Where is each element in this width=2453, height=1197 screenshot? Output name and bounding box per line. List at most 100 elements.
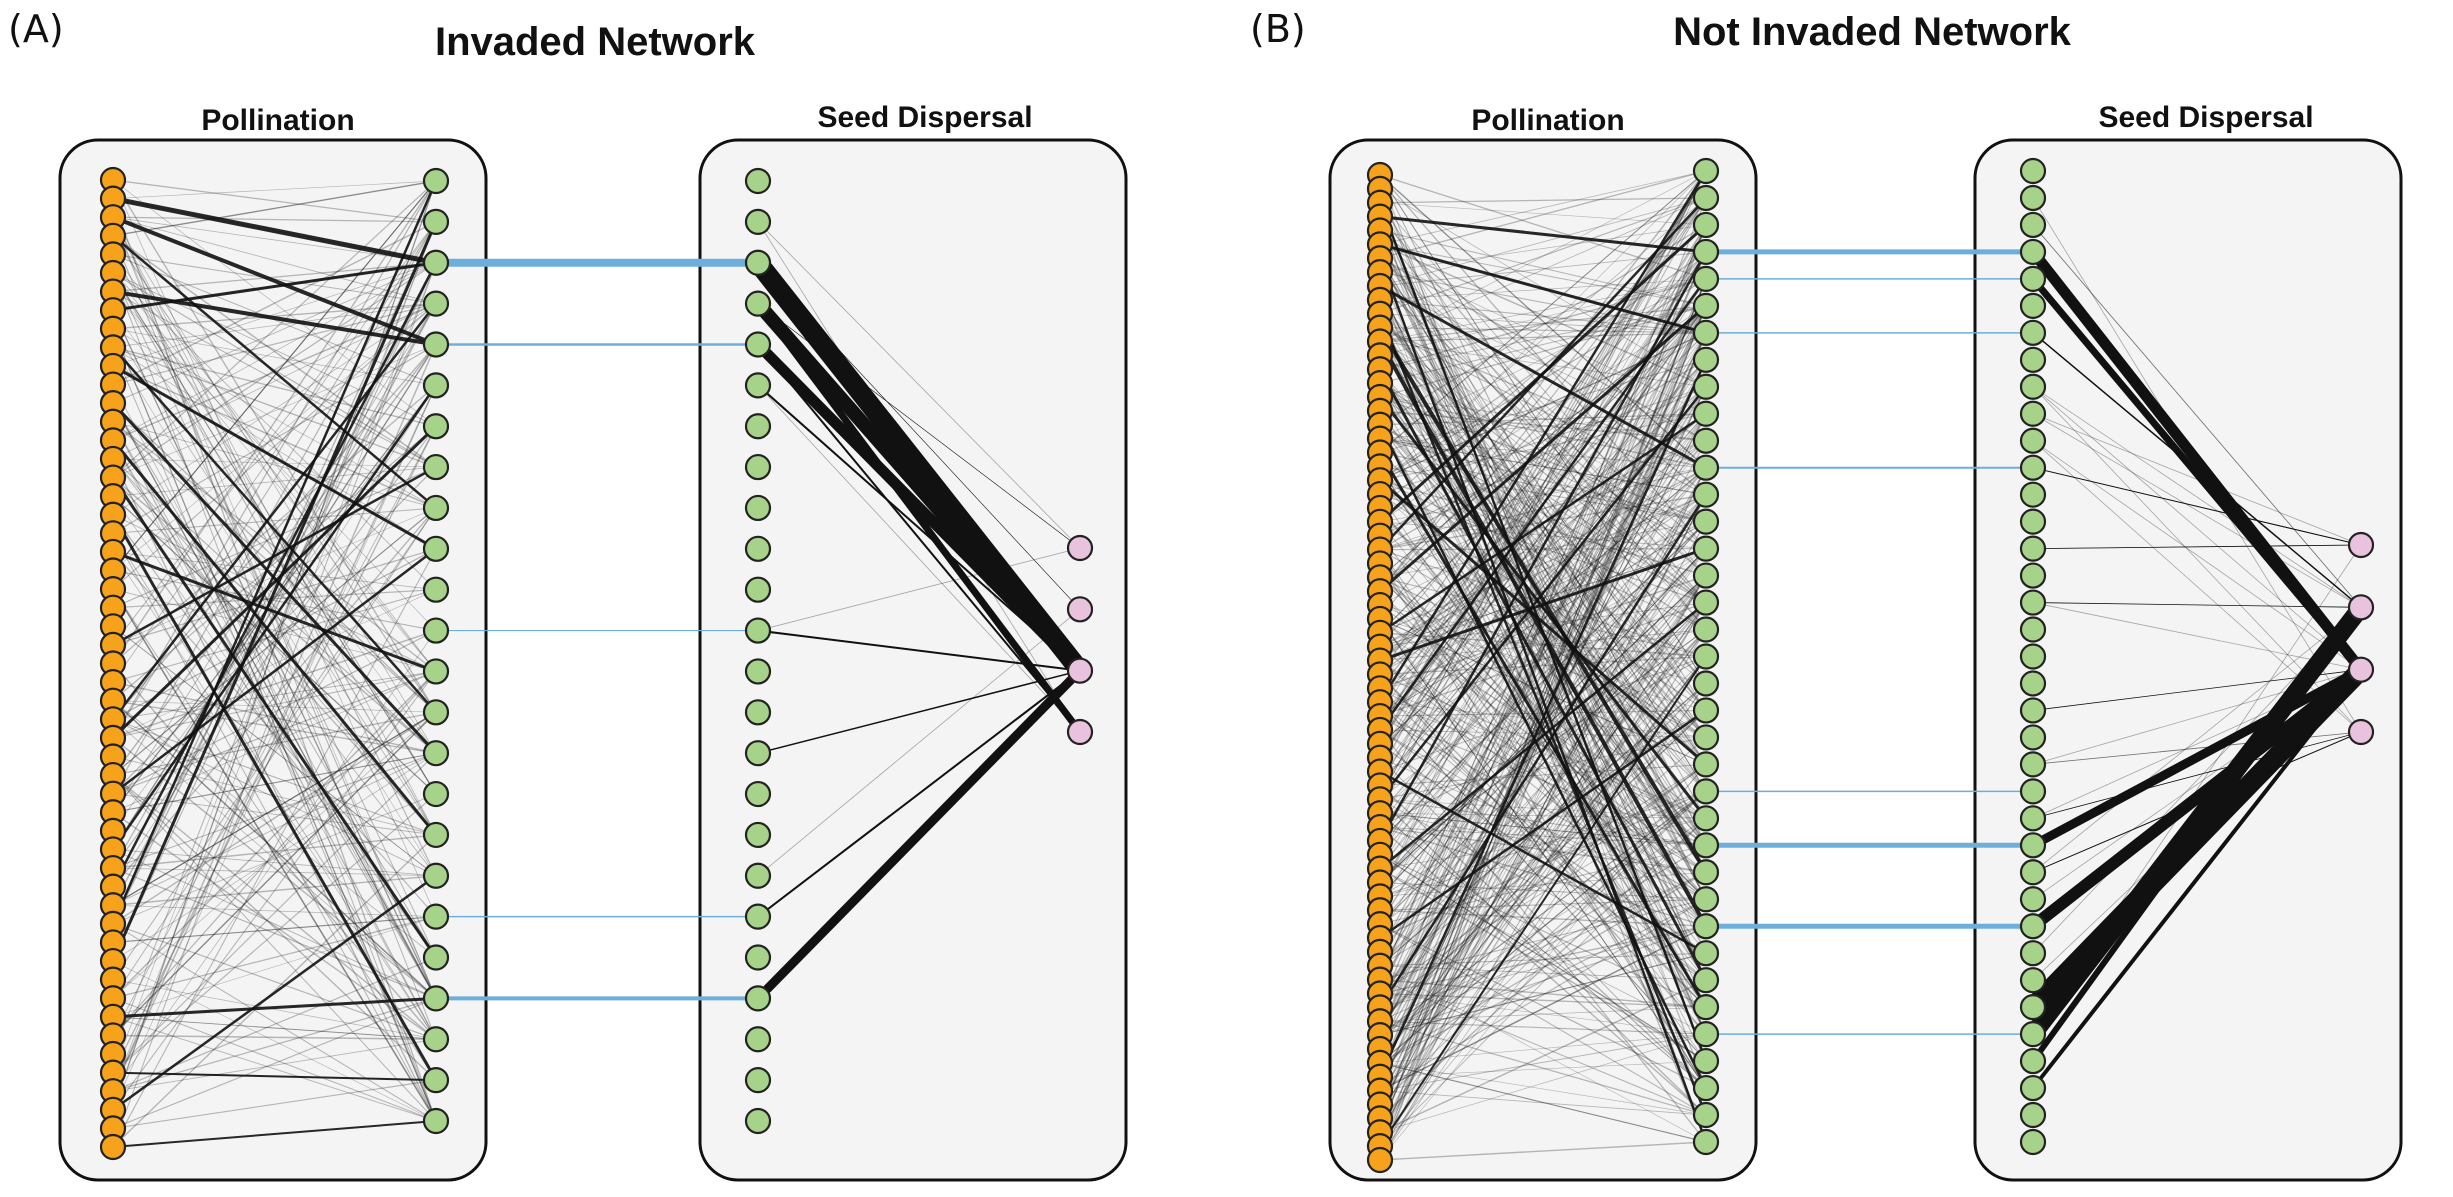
seed-plant-node [2019,481,2047,508]
pollination-link [1379,898,1707,1064]
pollination-link [112,507,437,776]
seed-plant-node [744,821,772,849]
pollination-link [1379,601,1707,717]
pollination-link [1379,327,1707,496]
disperser-node [1066,657,1094,684]
pollination-link [1379,687,1707,873]
pollinator-node [1692,454,1720,481]
pollination-link [112,347,437,1122]
panel-a-letter: (A) [8,7,64,51]
pollination-link [1379,826,1707,846]
pollination-link [1379,359,1707,551]
pollination-link [1379,798,1707,981]
pollination-link [1379,812,1707,846]
pollination-link [112,625,437,877]
pollination-link [112,671,437,1036]
pollination-link [112,626,437,877]
pollination-link [1379,812,1707,1089]
pollination-link [1379,440,1707,869]
pollination-link [1379,602,1707,648]
pollination-link [1379,898,1707,911]
pollination-link [112,385,437,1092]
pollinator-node [1692,562,1720,589]
seed-dispersal-link-strong [755,301,1083,735]
pollination-link [112,344,437,720]
pollination-link [112,180,437,478]
pollination-link [1379,224,1707,1161]
pollination-link [1379,216,1707,1143]
pollinator-node [1692,778,1720,805]
pollination-link [1379,305,1707,1078]
pollination-link [1379,646,1707,900]
pollination-link [112,217,437,999]
pollination-link [1379,602,1707,1161]
pollination-link [1379,424,1707,873]
pollination-link [112,700,437,999]
pollination-link [1379,466,1707,981]
pollination-link [1379,925,1707,1008]
pollination-link [1379,188,1707,981]
pollination-link-strong [1378,313,1708,1116]
pollination-link [1379,197,1707,620]
pollinator-node [422,453,450,481]
panel-a: (A) Invaded Network Pollination Seed Dis… [8,7,1128,1182]
seed-plant-node [2019,400,2047,427]
pollination-link [112,309,437,999]
pollination-link [1379,1033,1707,1092]
pollination-link [112,262,437,367]
pollination-link [1379,386,1707,1036]
pollination-link [112,217,437,1040]
pollination-link [1379,197,1707,1036]
pollination-link-strong [112,465,437,646]
pollination-link [112,630,437,795]
pollination-link [1379,563,1707,1008]
pollination-link-strong [1379,284,1707,470]
pollination-link-strong [1378,493,1708,1009]
pollination-link [112,711,437,906]
pollination-link [1379,979,1707,1116]
pollinator-node [422,290,450,317]
pollination-link [112,867,437,877]
pollination-link [1379,170,1707,245]
pollination-link [1379,925,1707,995]
pollination-link [1379,170,1707,259]
pollination-link [1379,413,1707,426]
pollination-link [1379,548,1707,897]
pollination-link [1379,1062,1707,1143]
pollinator-node [1692,265,1720,292]
pollination-link [1379,197,1707,287]
pollination-link [112,385,437,832]
pollination-link [112,262,437,1092]
pollination-link [1379,224,1707,897]
pollination-link [112,507,437,534]
pollination-link [1379,655,1707,676]
seed-plant-node [2019,562,2047,589]
pollination-link [1379,993,1707,1035]
pollination-link [1379,618,1707,1089]
pollination-link [1379,170,1707,592]
pollination-link [1379,882,1707,900]
pollination-link [1379,305,1707,634]
pollination-link [112,916,437,944]
pollination-link [1379,521,1707,717]
pollination-link [1379,784,1707,1089]
pollinator-node [1692,535,1720,562]
pollination-link-strong [1379,386,1707,801]
pollination-link [112,588,437,1122]
seed-plant-node [2019,859,2047,886]
pollination-link [1379,174,1707,846]
pollination-link [1379,826,1707,873]
seed-plant-node [744,453,772,481]
pollination-link-strong [112,874,437,1111]
seed-plant-node [2019,346,2047,373]
seed-dispersal-link-strong [2030,276,2364,672]
pollination-link [112,303,437,813]
pollination-link [1379,1006,1707,1022]
pollination-link [112,548,437,1148]
seed-dispersal-link-strong [754,667,1084,1002]
pollination-link-strong [112,1120,437,1148]
pollination-link [1379,1060,1707,1078]
pollination-link [1379,257,1707,549]
pollination-link [1379,575,1707,1078]
disperser-node [1066,534,1094,562]
